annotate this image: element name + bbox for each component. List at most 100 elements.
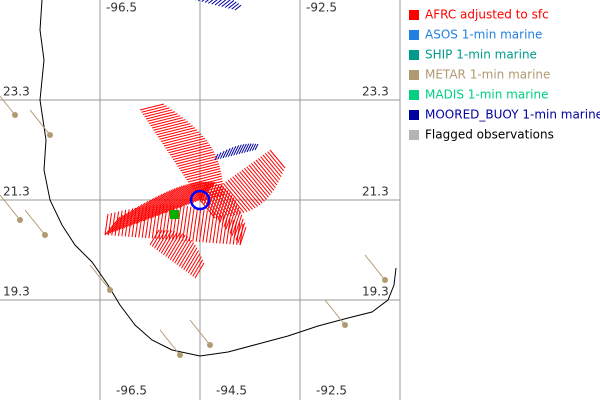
barb xyxy=(229,178,256,209)
barb xyxy=(89,264,111,291)
lat-label: 21.3 xyxy=(362,185,389,199)
barb xyxy=(188,207,195,242)
barb xyxy=(234,4,242,11)
barb xyxy=(211,0,218,5)
madis-station xyxy=(170,210,179,219)
barb xyxy=(159,329,181,356)
barb xyxy=(195,208,202,242)
barb xyxy=(189,319,211,346)
barb xyxy=(114,209,133,232)
barb xyxy=(364,254,386,281)
barb xyxy=(199,181,216,201)
barb xyxy=(159,184,185,216)
barb xyxy=(239,223,244,246)
barb xyxy=(144,190,171,221)
barb xyxy=(246,143,252,153)
barb xyxy=(218,0,227,7)
barb xyxy=(155,204,161,239)
barb xyxy=(156,230,169,251)
barb xyxy=(167,233,184,259)
barb xyxy=(214,153,219,161)
barb xyxy=(144,109,173,118)
barb xyxy=(142,107,170,115)
barb xyxy=(227,203,238,232)
lon-label: -92.5 xyxy=(306,1,337,15)
barb xyxy=(235,144,242,155)
barb xyxy=(163,183,189,214)
barb xyxy=(220,184,245,214)
barb xyxy=(176,240,193,266)
barb xyxy=(269,149,286,169)
barb xyxy=(255,159,278,186)
barb xyxy=(175,181,199,210)
barb xyxy=(324,299,346,326)
barb xyxy=(180,160,219,172)
barb xyxy=(131,207,137,238)
barb xyxy=(222,149,228,159)
barb xyxy=(118,210,123,237)
barb xyxy=(149,229,160,246)
barb xyxy=(181,244,196,269)
barb xyxy=(232,176,258,207)
station xyxy=(47,132,53,138)
barb xyxy=(145,205,151,239)
station xyxy=(207,342,213,348)
barb xyxy=(213,189,236,216)
barb xyxy=(215,188,239,215)
barb xyxy=(156,185,183,217)
barb xyxy=(211,191,233,216)
barb xyxy=(241,143,247,154)
barb xyxy=(159,129,198,140)
barb xyxy=(165,232,181,257)
barb xyxy=(114,211,120,236)
barb xyxy=(178,242,195,267)
barb xyxy=(172,149,213,160)
legend-swatch xyxy=(409,130,419,140)
barb xyxy=(125,201,149,228)
barb xyxy=(205,211,212,243)
barb xyxy=(254,143,259,151)
barb xyxy=(238,143,245,155)
barb xyxy=(211,185,222,214)
barb xyxy=(121,209,127,237)
barb xyxy=(151,204,158,239)
barb xyxy=(227,179,253,210)
barb xyxy=(248,164,273,194)
barb xyxy=(107,213,113,236)
barb xyxy=(161,184,187,215)
barb xyxy=(257,158,279,183)
legend-swatch xyxy=(409,30,419,40)
barb xyxy=(267,151,285,172)
lat-label: 19.3 xyxy=(3,285,30,299)
barb xyxy=(202,210,208,243)
barb xyxy=(183,247,198,271)
barb xyxy=(160,230,175,254)
barb xyxy=(225,148,231,158)
barb xyxy=(189,175,222,185)
barb xyxy=(104,213,109,236)
legend-label: MOORED_BUOY 1-min marine xyxy=(425,108,600,122)
barb xyxy=(154,123,191,133)
barb xyxy=(204,0,209,3)
barb xyxy=(147,113,178,122)
station xyxy=(17,217,23,223)
barb xyxy=(153,121,189,131)
lon-label: -96.5 xyxy=(106,1,137,15)
lon-label: -96.5 xyxy=(116,384,147,398)
barb xyxy=(260,156,281,180)
barb xyxy=(204,196,223,218)
barb xyxy=(190,256,202,275)
barb xyxy=(175,153,216,165)
grid-labels: -96.5 -92.5 -96.5 -94.5 -92.5 23.3 21.3 … xyxy=(3,1,389,398)
barb xyxy=(214,0,223,6)
lat-label: 21.3 xyxy=(3,185,30,199)
legend: AFRC adjusted to sfc ASOS 1-min marine SHI… xyxy=(409,8,600,142)
barb xyxy=(141,206,148,238)
barb xyxy=(185,250,199,272)
barb xyxy=(217,152,222,160)
barb xyxy=(231,210,241,237)
barb xyxy=(141,105,167,113)
barb xyxy=(209,212,215,243)
barb xyxy=(151,229,163,247)
barb xyxy=(181,163,220,174)
